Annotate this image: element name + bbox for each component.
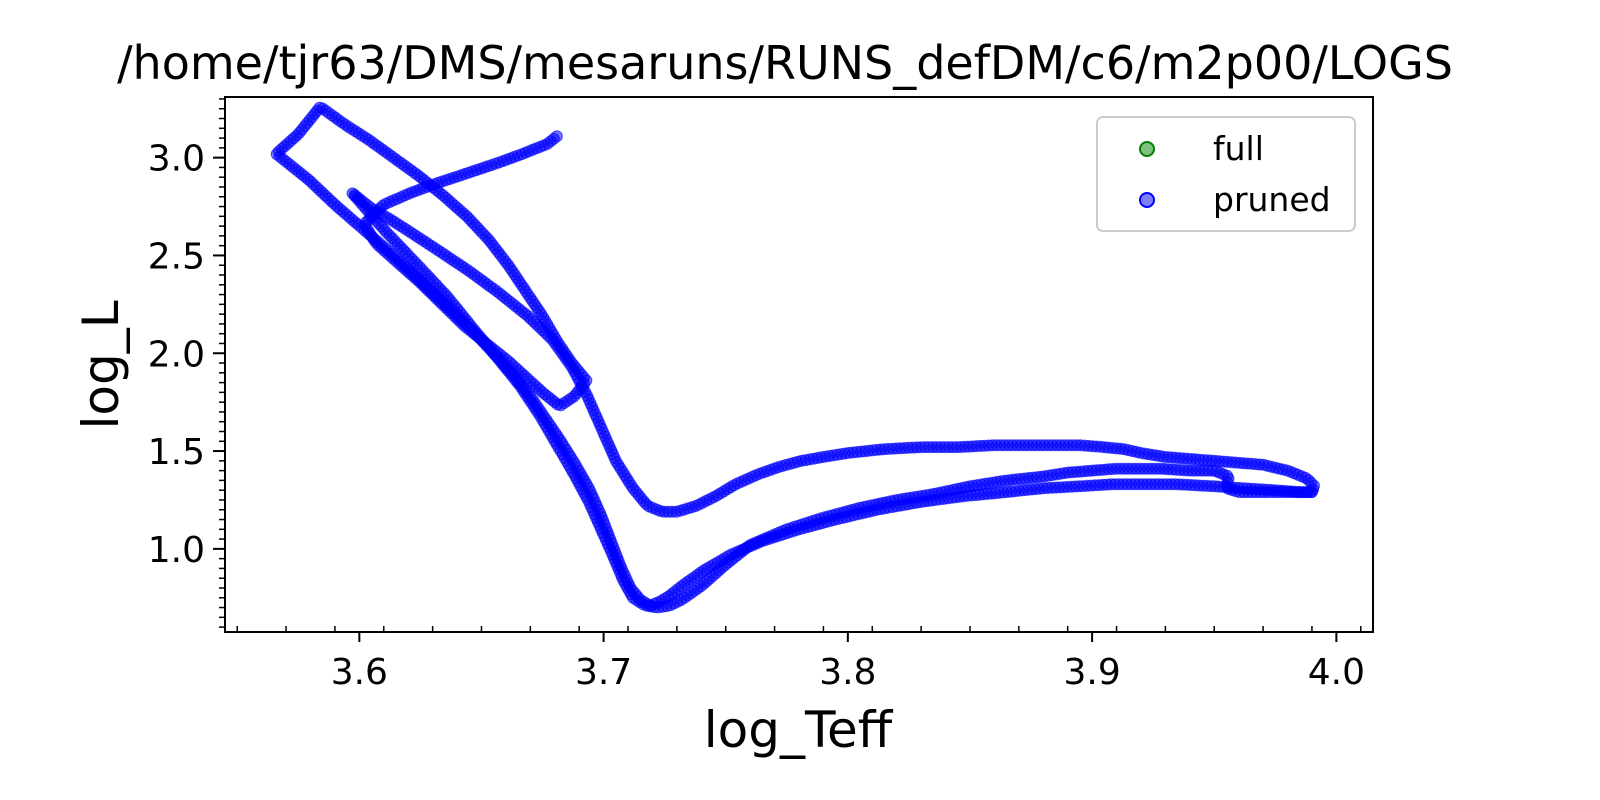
y-tick-label: 3.0 — [148, 139, 205, 180]
pruned-point — [550, 130, 563, 143]
x-tick-label: 3.8 — [819, 652, 876, 693]
chart-title: /home/tjr63/DMS/mesaruns/RUNS_defDM/c6/m… — [117, 36, 1453, 90]
legend-label-full: full — [1213, 129, 1264, 168]
legend-marker-full — [1139, 141, 1155, 157]
x-axis-label: log_Teff — [704, 701, 894, 759]
legend-marker-pruned — [1139, 192, 1155, 208]
legend-box — [1096, 116, 1356, 232]
x-tick-label: 4.0 — [1308, 652, 1365, 693]
x-tick-label: 3.6 — [331, 652, 388, 693]
legend: full pruned — [1096, 116, 1356, 232]
y-tick-label: 1.0 — [148, 530, 205, 571]
y-tick-label: 2.5 — [148, 236, 205, 277]
x-tick-label: 3.7 — [575, 652, 632, 693]
y-axis-ticks: 1.0 1.5 2.0 2.5 3.0 — [148, 98, 225, 628]
plot-frame — [224, 96, 1374, 633]
y-tick-label: 2.0 — [148, 334, 205, 375]
x-tick-label: 3.9 — [1063, 652, 1120, 693]
legend-label-pruned: pruned — [1213, 180, 1331, 219]
y-axis-label: log_L — [72, 300, 130, 429]
pruned-points-layer — [270, 101, 1320, 614]
x-axis-ticks: 3.6 3.7 3.8 3.9 4.0 — [236, 626, 1365, 693]
y-tick-label: 1.5 — [148, 432, 205, 473]
